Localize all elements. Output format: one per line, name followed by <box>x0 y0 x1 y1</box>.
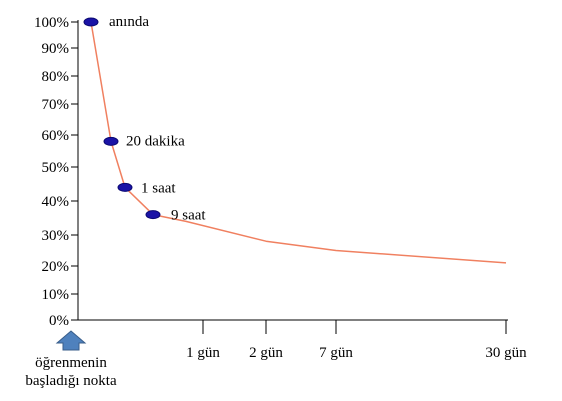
y-tick-label: 100% <box>34 15 69 31</box>
y-tick-label: 10% <box>42 287 70 303</box>
x-tick-label: 7 gün <box>319 345 353 361</box>
y-tick-label: 90% <box>42 41 70 57</box>
data-point-marker <box>117 182 133 192</box>
data-point-label: anında <box>109 14 149 30</box>
data-point-label: 9 saat <box>171 208 206 224</box>
y-tick-label: 20% <box>42 259 70 275</box>
x-tick-label: 1 gün <box>186 345 220 361</box>
start-arrow-icon <box>55 330 87 351</box>
x-tick-label: 2 gün <box>249 345 283 361</box>
retention-curve <box>90 21 507 264</box>
data-point-label: 20 dakika <box>126 133 185 149</box>
y-tick-label: 40% <box>42 194 70 210</box>
x-axis: 1 gün 2 gün 7 gün 30 gün <box>78 319 527 361</box>
y-tick-label: 30% <box>42 228 70 244</box>
y-tick-label: 50% <box>42 160 70 176</box>
start-marker-label: öğrenmenin <box>35 355 107 371</box>
data-point-marker <box>145 210 161 220</box>
y-tick-label: 0% <box>49 313 69 329</box>
start-marker-label: başladığı nokta <box>25 373 117 389</box>
y-tick-label: 60% <box>42 128 70 144</box>
data-point-label: 1 saat <box>141 180 176 196</box>
data-point-marker <box>103 136 119 146</box>
data-point-marker <box>83 17 99 27</box>
marker-layer: anında 20 dakika 1 saat 9 saat <box>83 14 206 224</box>
y-tick-label: 80% <box>42 69 70 85</box>
y-axis: 0% 10% 20% 30% 40% 50% 60% 70% 80% 90% 100% <box>34 15 79 329</box>
retention-curve-line <box>90 21 507 264</box>
y-tick-label: 70% <box>42 97 70 113</box>
start-arrow-marker: öğrenmenin başladığı nokta <box>25 330 117 389</box>
x-tick-label: 30 gün <box>485 345 527 361</box>
